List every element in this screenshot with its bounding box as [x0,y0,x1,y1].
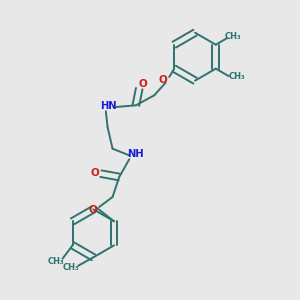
Text: CH₃: CH₃ [229,72,245,81]
Text: HN: HN [100,101,117,111]
Text: CH₃: CH₃ [63,263,79,272]
Text: O: O [159,75,168,85]
Text: CH₃: CH₃ [48,257,64,266]
Text: O: O [138,79,147,89]
Text: O: O [91,168,99,178]
Text: CH₃: CH₃ [225,32,242,41]
Text: NH: NH [128,149,144,159]
Text: O: O [88,205,97,215]
